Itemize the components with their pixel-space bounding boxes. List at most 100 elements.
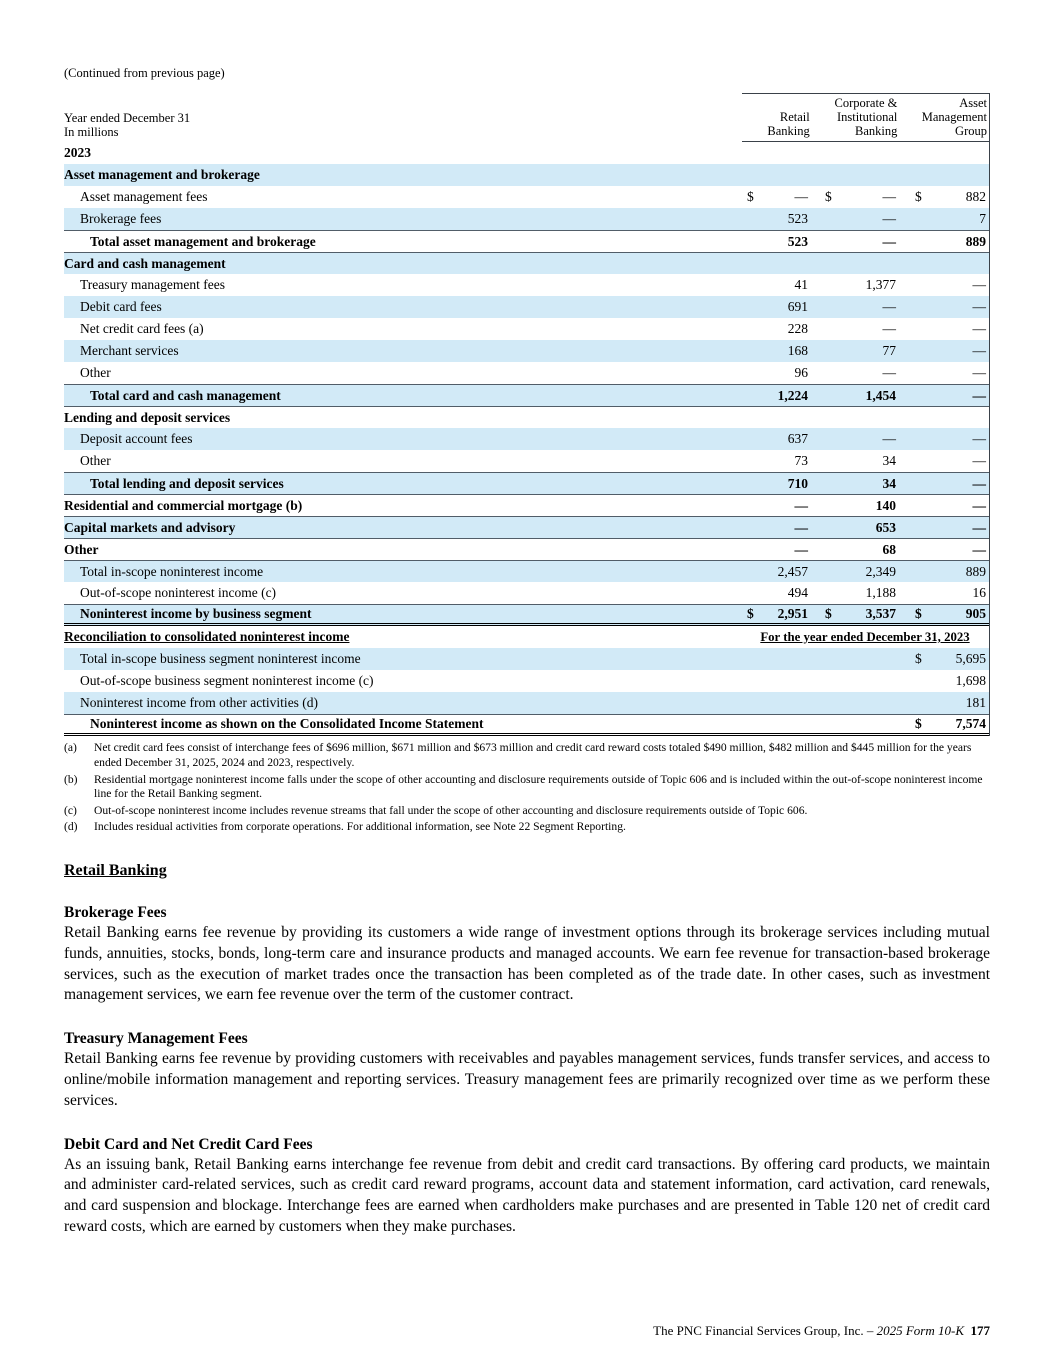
cell-value: —: [972, 519, 987, 535]
cell-value: 1,698: [955, 673, 986, 689]
table-cell: —: [899, 431, 989, 447]
cell-value: 34: [882, 475, 897, 491]
table-cell: 2,457: [741, 564, 811, 580]
cell-value: —: [882, 299, 897, 315]
cell-value: 140: [875, 497, 896, 513]
table-cell: —: [741, 498, 811, 514]
row-label: Noninterest income as shown on the Conso…: [90, 716, 484, 732]
dollar-sign: $: [915, 189, 922, 205]
footer-page-number: 177: [970, 1323, 991, 1338]
cell-value: —: [972, 453, 987, 469]
table-cell: 7: [899, 211, 989, 227]
cell-value: 7,574: [955, 716, 986, 732]
table-cell: 653: [811, 520, 899, 536]
table-cell: 1,454: [811, 388, 899, 404]
table-cell: —: [741, 520, 811, 536]
row-label: Noninterest income from other activities…: [80, 695, 319, 711]
cell-value: —: [972, 321, 987, 337]
table-row: Lending and deposit services: [64, 406, 989, 428]
table-cell: —: [899, 476, 989, 492]
table-row: 2023: [64, 142, 989, 164]
table-row: Reconciliation to consolidated nonintere…: [64, 626, 989, 648]
footnote-item: (c) Out-of-scope noninterest income inclu…: [64, 804, 990, 819]
table-cell: $882: [899, 189, 989, 205]
table-row: Total in-scope noninterest income 2,457 2,…: [64, 560, 989, 583]
footnote-text: Out-of-scope noninterest income includes…: [94, 803, 808, 817]
cell-value: 653: [875, 519, 896, 535]
dollar-sign: $: [915, 606, 922, 622]
row-label: Out-of-scope business segment noninteres…: [80, 673, 374, 689]
table-row: Brokerage fees 523 — 7: [64, 208, 989, 231]
table-caption-period: Year ended December 31: [64, 111, 191, 126]
footnote-item: (d) Includes residual activities from cor…: [64, 820, 990, 835]
table-cell: —: [899, 299, 989, 315]
noninterest-income-table: Year ended December 31 In millions Retai…: [64, 93, 990, 737]
cell-value: 16: [972, 585, 987, 601]
table-row: Total in-scope business segment noninter…: [64, 648, 989, 671]
cell-value: 637: [787, 431, 808, 447]
block-paragraph: Retail Banking earns fee revenue by prov…: [64, 1050, 990, 1109]
table-cell: 77: [811, 343, 899, 359]
block-paragraph: As an issuing bank, Retail Banking earns…: [64, 1155, 990, 1235]
footnote-marker: (a): [64, 741, 77, 755]
table-cell: $5,695: [899, 651, 989, 667]
continued-note: (Continued from previous page): [64, 66, 225, 80]
table-cell: 1,377: [811, 277, 899, 293]
row-label: Lending and deposit services: [64, 409, 231, 425]
table-cell: 523: [741, 234, 811, 250]
table-row: Asset management fees $ — $ — $882: [64, 186, 989, 208]
cell-value: —: [972, 277, 987, 293]
row-label: 2023: [64, 145, 91, 161]
cell-value: —: [794, 497, 809, 513]
table-cell: $3,537: [811, 606, 899, 622]
row-label: Card and cash management: [64, 255, 226, 271]
table-row: Treasury management fees 41 1,377 —: [64, 274, 989, 296]
table-cell: 73: [741, 453, 811, 469]
cell-value: 96: [794, 365, 809, 381]
cell-value: 1,454: [865, 387, 896, 403]
row-label: Reconciliation to consolidated nonintere…: [64, 629, 350, 645]
footnote-marker: (c): [64, 803, 77, 817]
cell-value: —: [972, 299, 987, 315]
cell-value: 34: [882, 453, 897, 469]
footnotes: (a) Net credit card fees consist of inter…: [64, 741, 990, 835]
dollar-sign: $: [915, 716, 922, 732]
cell-value: 889: [965, 563, 986, 579]
cell-value: —: [972, 431, 987, 447]
table-cell: —: [899, 277, 989, 293]
table-body: 2023 Asset management and brokerage Asset …: [64, 142, 990, 737]
dollar-sign: $: [747, 189, 754, 205]
footnote-item: (a) Net credit card fees consist of inter…: [64, 741, 990, 770]
table-cell: —: [899, 498, 989, 514]
table-cell: 96: [741, 365, 811, 381]
row-label: Noninterest income by business segment: [80, 606, 312, 622]
table-cell: 34: [811, 476, 899, 492]
row-label: Capital markets and advisory: [64, 519, 236, 535]
table-cell: 228: [741, 321, 811, 337]
table-cell: 2,349: [811, 564, 899, 580]
table-row: Total asset management and brokerage 523 —…: [64, 230, 989, 252]
cell-value: 1,224: [777, 387, 808, 403]
table-row: Noninterest income as shown on the Conso…: [64, 714, 989, 737]
table-header: Year ended December 31 In millions Retai…: [64, 93, 990, 143]
table-caption-units: In millions: [64, 125, 119, 140]
table-column-headers: Retail Banking Corporate & Institutional …: [742, 93, 990, 143]
cell-value: —: [882, 365, 897, 381]
table-row: Out-of-scope noninterest income (c) 494 1,…: [64, 582, 989, 604]
table-cell: 140: [811, 498, 899, 514]
cell-value: —: [972, 541, 987, 557]
table-cell: 710: [741, 476, 811, 492]
block-heading: Brokerage Fees: [64, 903, 167, 921]
table-row: Asset management and brokerage: [64, 164, 989, 187]
table-cell: —: [811, 234, 899, 250]
table-row: Other — 68 —: [64, 538, 989, 560]
table-row: Total lending and deposit services 710 34 —: [64, 472, 989, 495]
row-label: Total card and cash management: [90, 387, 281, 403]
cell-value: —: [972, 343, 987, 359]
table-cell: 168: [741, 343, 811, 359]
table-cell: $ —: [741, 189, 811, 205]
cell-value: 523: [787, 211, 808, 227]
cell-value: —: [882, 321, 897, 337]
table-row: Noninterest income by business segment $2…: [64, 604, 989, 627]
